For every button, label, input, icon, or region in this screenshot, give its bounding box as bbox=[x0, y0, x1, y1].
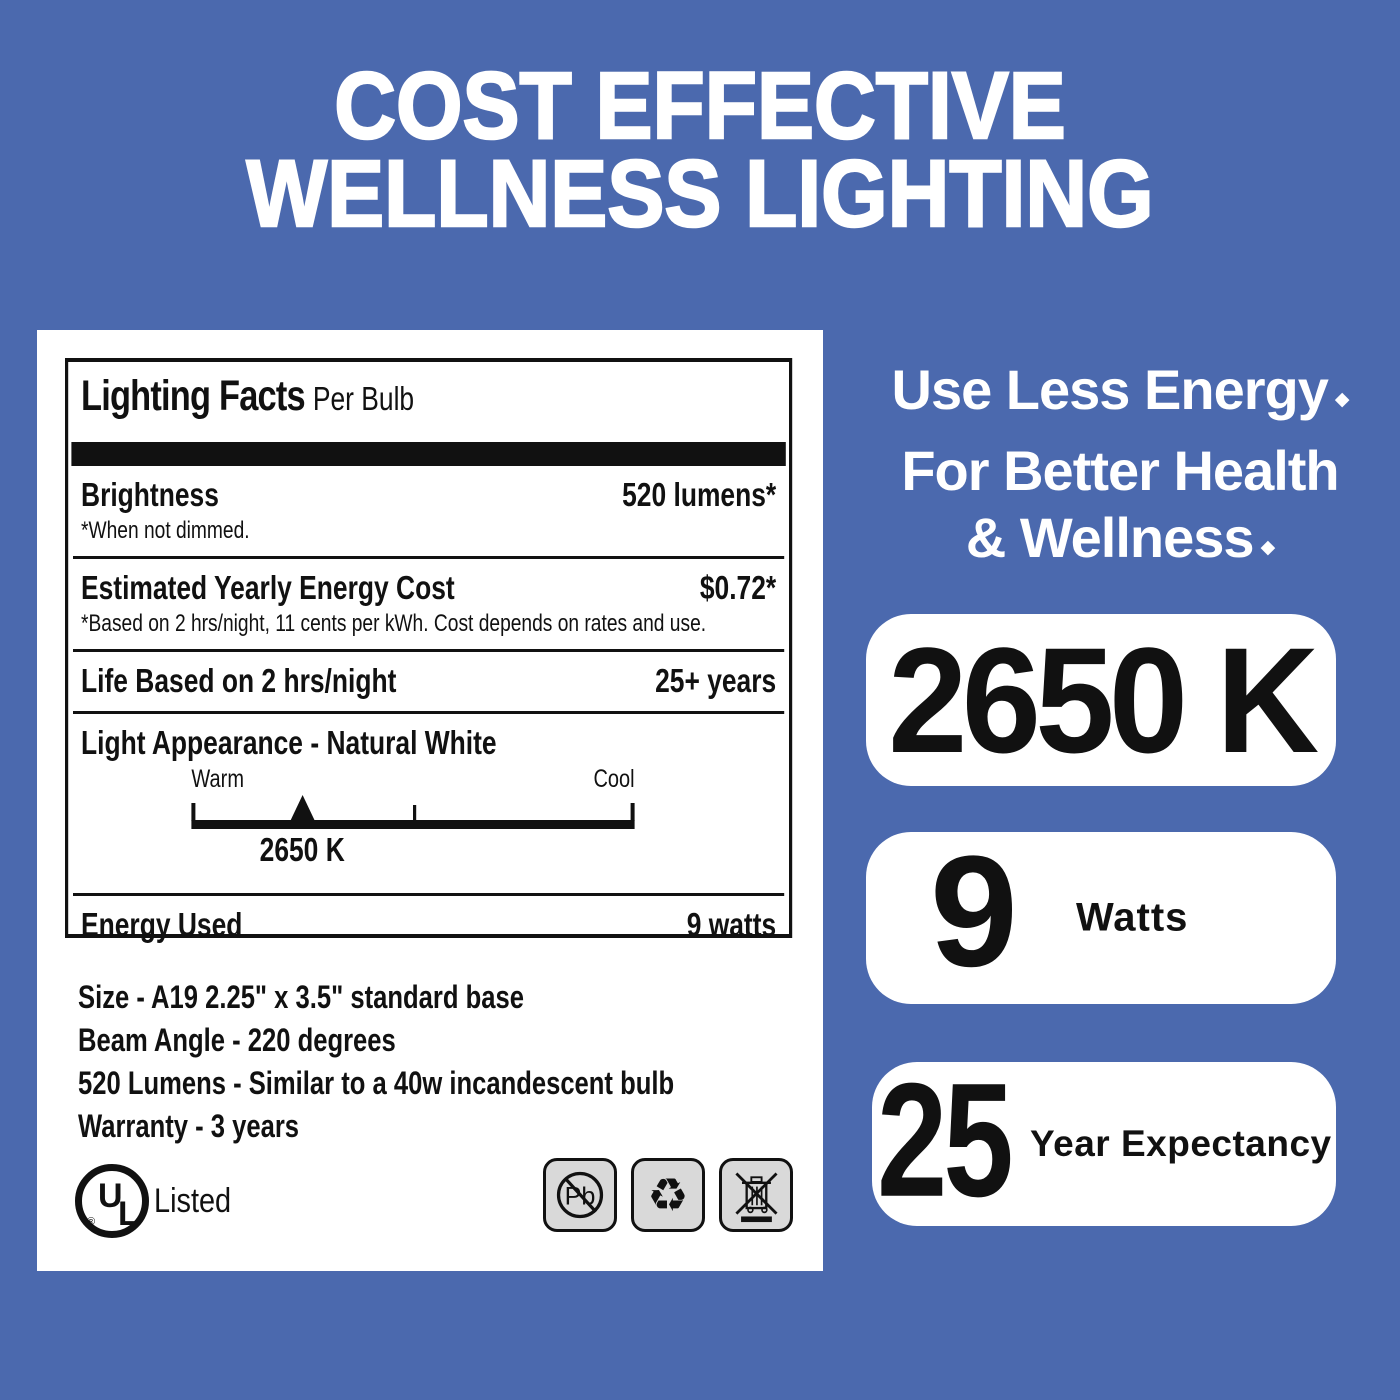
energy-cost-label: Estimated Yearly Energy Cost bbox=[81, 569, 455, 606]
weee-crossed-bin-icon bbox=[719, 1158, 793, 1232]
ul-letter-l: L bbox=[118, 1195, 139, 1233]
brightness-label: Brightness bbox=[81, 476, 219, 513]
scale-mid-tick bbox=[413, 805, 417, 821]
divider-bar bbox=[71, 442, 786, 466]
energy-cost-row: Estimated Yearly Energy Cost $0.72* bbox=[81, 568, 776, 608]
brightness-row: Brightness 520 lumens* bbox=[81, 475, 776, 515]
watts-badge: 9 Watts bbox=[866, 832, 1336, 1004]
scale-right-cap bbox=[630, 803, 635, 821]
ul-listed-text: Listed bbox=[154, 1182, 232, 1220]
lighting-facts-header: Lighting Facts Per Bulb bbox=[81, 368, 776, 430]
kelvin-badge: 2650 K bbox=[866, 614, 1336, 786]
lighting-facts-subtitle: Per Bulb bbox=[312, 380, 415, 417]
watts-badge-label: Watts bbox=[1076, 895, 1189, 940]
promo-heading-line2: For Better Health bbox=[901, 439, 1339, 502]
energy-cost-value: $0.72* bbox=[699, 569, 777, 606]
energy-used-value: 9 watts bbox=[686, 906, 777, 943]
scale-warm-label: Warm bbox=[191, 765, 244, 793]
energy-used-label: Energy Used bbox=[81, 906, 243, 943]
diamond-mark-icon: ◆ bbox=[1334, 388, 1350, 410]
promo-heading: Use Less Energy ◆ For Better Health & Wel… bbox=[850, 356, 1390, 585]
light-appearance-label: Light Appearance - Natural White bbox=[81, 724, 497, 761]
separator bbox=[73, 556, 785, 559]
diamond-mark-icon: ◆ bbox=[1260, 536, 1276, 558]
spec-warranty: Warranty - 3 years bbox=[78, 1108, 300, 1144]
lighting-facts-card: Lighting Facts Per Bulb Brightness 520 lu… bbox=[37, 330, 823, 1271]
product-specs: Size - A19 2.25" x 3.5" standard base Be… bbox=[78, 976, 774, 1148]
promo-heading-line1: Use Less Energy ◆ bbox=[850, 356, 1390, 437]
life-value: 25+ years bbox=[655, 662, 777, 699]
spec-size: Size - A19 2.25" x 3.5" standard base bbox=[78, 979, 524, 1015]
scale-left-cap bbox=[191, 803, 196, 821]
scale-cool-label: Cool bbox=[593, 765, 635, 793]
promo-heading-line3: & Wellness ◆ bbox=[850, 504, 1390, 585]
separator bbox=[73, 649, 785, 652]
watts-badge-number: 9 bbox=[930, 823, 1018, 1000]
life-row: Life Based on 2 hrs/night 25+ years bbox=[81, 661, 776, 701]
life-label: Life Based on 2 hrs/night bbox=[81, 662, 397, 699]
scale-kelvin-value: 2650 K bbox=[259, 831, 345, 868]
year-badge-number: 25 bbox=[877, 1049, 1014, 1231]
energy-used-row: Energy Used 9 watts bbox=[81, 905, 776, 945]
kelvin-badge-value: 2650 K bbox=[888, 616, 1319, 784]
spec-lumens: 520 Lumens - Similar to a 40w incandesce… bbox=[78, 1065, 675, 1101]
registered-mark: ® bbox=[87, 1216, 96, 1228]
separator bbox=[73, 711, 785, 714]
year-badge-label: Year Expectancy bbox=[1030, 1123, 1332, 1164]
spec-beam-angle: Beam Angle - 220 degrees bbox=[78, 1022, 396, 1058]
page-title-line1: COST EFFECTIVE bbox=[333, 53, 1067, 159]
recycle-icon: ♻ bbox=[631, 1158, 705, 1232]
lighting-facts-title: Lighting Facts bbox=[81, 372, 306, 420]
no-lead-pb-icon: Pb bbox=[543, 1158, 617, 1232]
brightness-note: *When not dimmed. bbox=[81, 517, 250, 544]
light-appearance-row: Light Appearance - Natural White bbox=[81, 723, 776, 763]
separator bbox=[73, 893, 785, 896]
brightness-value: 520 lumens* bbox=[622, 476, 777, 513]
ul-circle-icon: U L bbox=[75, 1164, 149, 1238]
page-title-line2: WELLNESS LIGHTING bbox=[245, 141, 1154, 247]
ul-listed-logo: U L ® bbox=[75, 1164, 183, 1240]
scale-track bbox=[191, 820, 635, 829]
scale-bar bbox=[191, 795, 635, 829]
year-expectancy-badge: 25 Year Expectancy bbox=[872, 1049, 1336, 1231]
scale-marker-triangle-icon bbox=[289, 795, 315, 822]
lighting-facts-box: Lighting Facts Per Bulb Brightness 520 lu… bbox=[65, 358, 793, 943]
color-temperature-scale: Warm Cool 2650 K bbox=[191, 765, 635, 883]
page-title: COST EFFECTIVE WELLNESS LIGHTING bbox=[0, 53, 1400, 247]
energy-cost-note: *Based on 2 hrs/night, 11 cents per kWh.… bbox=[81, 610, 707, 637]
scale-labels: Warm Cool bbox=[191, 765, 634, 793]
ul-letter-u: U bbox=[98, 1177, 123, 1215]
